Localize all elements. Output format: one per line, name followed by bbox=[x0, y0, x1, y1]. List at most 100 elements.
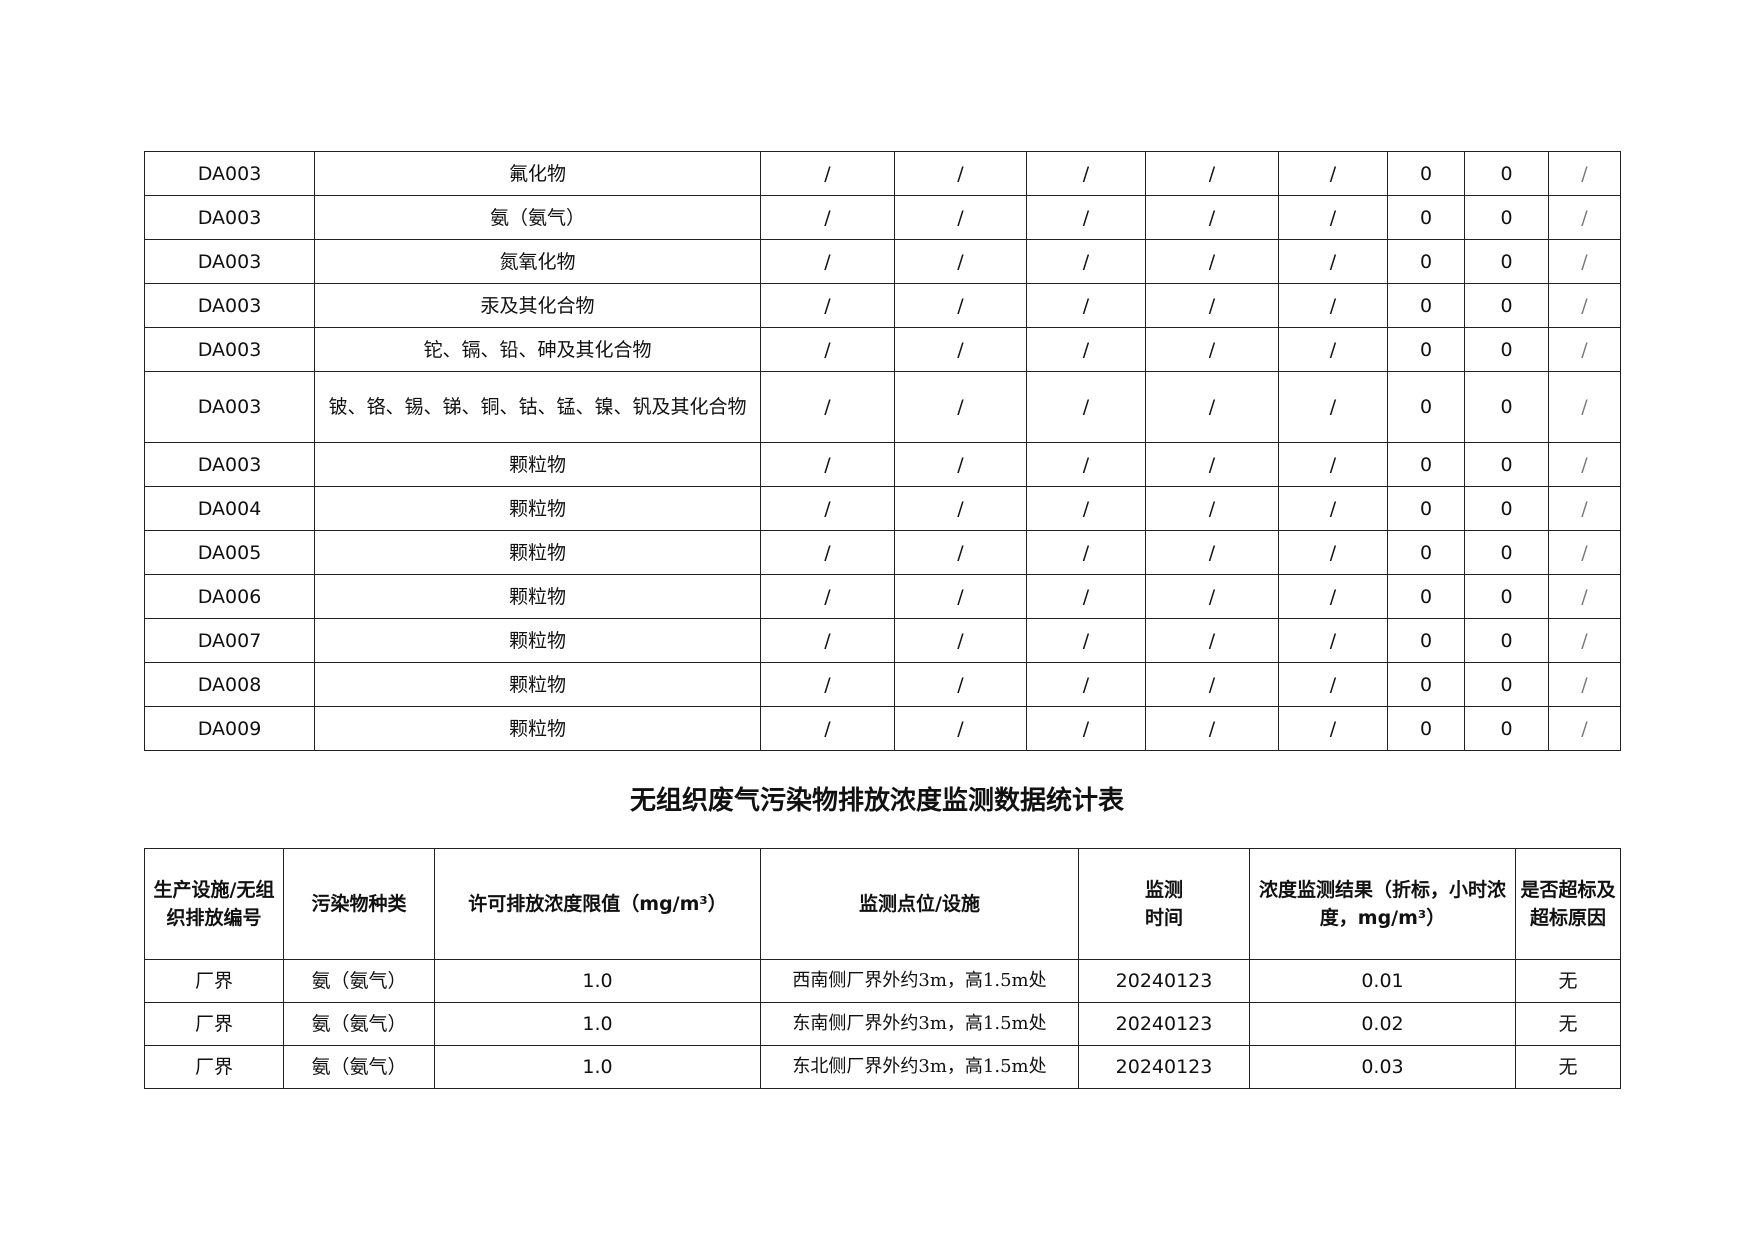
table-cell: DA003 bbox=[144, 239, 315, 284]
table-cell: / bbox=[1026, 442, 1146, 487]
table-cell: / bbox=[1548, 371, 1621, 443]
table-cell: 颗粒物 bbox=[314, 662, 761, 707]
table-cell: / bbox=[760, 371, 895, 443]
table-cell: 0 bbox=[1464, 706, 1549, 751]
table-cell: / bbox=[894, 530, 1027, 575]
table-cell: 0 bbox=[1464, 574, 1549, 619]
table-cell: / bbox=[1548, 442, 1621, 487]
table-cell: 厂界 bbox=[144, 959, 284, 1003]
table-cell: / bbox=[1145, 706, 1279, 751]
column-header: 监测点位/设施 bbox=[760, 848, 1079, 960]
table-cell: 颗粒物 bbox=[314, 486, 761, 531]
table-cell: DA003 bbox=[144, 371, 315, 443]
table-cell: 1.0 bbox=[434, 1002, 761, 1046]
table-cell: / bbox=[1026, 195, 1146, 240]
table-cell: / bbox=[1145, 662, 1279, 707]
table-cell: / bbox=[1548, 618, 1621, 663]
table-cell: 0 bbox=[1387, 486, 1465, 531]
column-header: 浓度监测结果（折标，小时浓度，mg/m³） bbox=[1249, 848, 1516, 960]
table-cell: 0 bbox=[1387, 442, 1465, 487]
table-cell: / bbox=[1548, 706, 1621, 751]
table-cell: / bbox=[1548, 662, 1621, 707]
table-cell: 0 bbox=[1387, 706, 1465, 751]
table-cell: 1.0 bbox=[434, 959, 761, 1003]
table-cell: / bbox=[1548, 283, 1621, 328]
table-cell: 0 bbox=[1387, 371, 1465, 443]
table-cell: 东南侧厂界外约3m，高1.5m处 bbox=[760, 1002, 1079, 1046]
table-row: DA006 颗粒物 / / / //0 0/ bbox=[144, 574, 1621, 619]
table-cell: / bbox=[894, 283, 1027, 328]
table-cell: DA008 bbox=[144, 662, 315, 707]
table-cell: / bbox=[1278, 618, 1388, 663]
table-cell: / bbox=[1145, 574, 1279, 619]
table-cell: 西南侧厂界外约3m，高1.5m处 bbox=[760, 959, 1079, 1003]
table-cell: / bbox=[894, 618, 1027, 663]
table-cell: / bbox=[1026, 151, 1146, 196]
table-cell: / bbox=[1278, 283, 1388, 328]
column-header: 监测 时间 bbox=[1078, 848, 1250, 960]
table-cell: / bbox=[1026, 283, 1146, 328]
table-cell: / bbox=[1145, 530, 1279, 575]
table-cell: / bbox=[1278, 327, 1388, 372]
table-cell: / bbox=[894, 574, 1027, 619]
table-row: DA008 颗粒物 / / / //0 0/ bbox=[144, 662, 1621, 707]
table-cell: 厂界 bbox=[144, 1002, 284, 1046]
table-cell: 0.03 bbox=[1249, 1045, 1516, 1089]
table-cell: 氨（氨气） bbox=[283, 1045, 435, 1089]
table-cell: 0 bbox=[1387, 574, 1465, 619]
table-cell: 0.01 bbox=[1249, 959, 1516, 1003]
table-row: 厂界 氨（氨气） 1.0 西南侧厂界外约3m，高1.5m处 20240123 0.01 无 bbox=[144, 959, 1621, 1003]
table-cell: 0 bbox=[1387, 239, 1465, 284]
table-cell: / bbox=[1026, 530, 1146, 575]
table-cell: / bbox=[1145, 327, 1279, 372]
table-cell: 颗粒物 bbox=[314, 442, 761, 487]
table-cell: DA007 bbox=[144, 618, 315, 663]
table-cell: DA003 bbox=[144, 151, 315, 196]
table-cell: / bbox=[1278, 442, 1388, 487]
column-header: 生产设施/无组织排放编号 bbox=[144, 848, 284, 960]
table-cell: / bbox=[1026, 486, 1146, 531]
table-cell: / bbox=[1548, 574, 1621, 619]
table-cell: DA003 bbox=[144, 283, 315, 328]
table-cell: / bbox=[894, 195, 1027, 240]
table-cell: / bbox=[760, 195, 895, 240]
table-cell: / bbox=[1145, 283, 1279, 328]
table-cell: 0 bbox=[1387, 618, 1465, 663]
table-cell: 铍、铬、锡、锑、铜、钴、锰、镍、钒及其化合物 bbox=[314, 371, 761, 443]
table-cell: / bbox=[760, 662, 895, 707]
table-cell: 颗粒物 bbox=[314, 574, 761, 619]
table-row: 厂界 氨（氨气） 1.0 东北侧厂界外约3m，高1.5m处 20240123 0.03 无 bbox=[144, 1045, 1621, 1089]
table-cell: / bbox=[894, 442, 1027, 487]
column-header: 污染物种类 bbox=[283, 848, 435, 960]
table-cell: / bbox=[1145, 371, 1279, 443]
table-cell: 20240123 bbox=[1078, 959, 1250, 1003]
table-cell: DA003 bbox=[144, 442, 315, 487]
table-cell: 无 bbox=[1515, 959, 1621, 1003]
table-cell: 氨（氨气） bbox=[283, 959, 435, 1003]
table-cell: / bbox=[894, 486, 1027, 531]
table-cell: 0 bbox=[1464, 442, 1549, 487]
table-cell: 0 bbox=[1464, 151, 1549, 196]
table-cell: 0 bbox=[1387, 195, 1465, 240]
table-cell: / bbox=[1278, 530, 1388, 575]
table-cell: 东北侧厂界外约3m，高1.5m处 bbox=[760, 1045, 1079, 1089]
table-cell: 颗粒物 bbox=[314, 618, 761, 663]
table-cell: / bbox=[1145, 486, 1279, 531]
table-cell: / bbox=[1026, 662, 1146, 707]
fugitive-emission-table: 生产设施/无组织排放编号 污染物种类 许可排放浓度限值（mg/m³） 监测点位/设施监… bbox=[144, 848, 1621, 1089]
table-cell: 1.0 bbox=[434, 1045, 761, 1089]
table-row: DA003 铍、铬、锡、锑、铜、钴、锰、镍、钒及其化合物 / / / //0 0/ bbox=[144, 371, 1621, 443]
table-cell: / bbox=[894, 662, 1027, 707]
table-cell: / bbox=[1278, 239, 1388, 284]
table-cell: / bbox=[1026, 618, 1146, 663]
table-cell: 0 bbox=[1464, 486, 1549, 531]
table-cell: 无 bbox=[1515, 1045, 1621, 1089]
table-cell: 氟化物 bbox=[314, 151, 761, 196]
table-cell: 0 bbox=[1464, 283, 1549, 328]
table-row: DA003 氨（氨气） / / / //0 0/ bbox=[144, 195, 1621, 240]
table-cell: 氨（氨气） bbox=[314, 195, 761, 240]
table-cell: / bbox=[1278, 195, 1388, 240]
table-cell: 0 bbox=[1387, 283, 1465, 328]
table-row: DA005 颗粒物 / / / //0 0/ bbox=[144, 530, 1621, 575]
table-cell: 0.02 bbox=[1249, 1002, 1516, 1046]
